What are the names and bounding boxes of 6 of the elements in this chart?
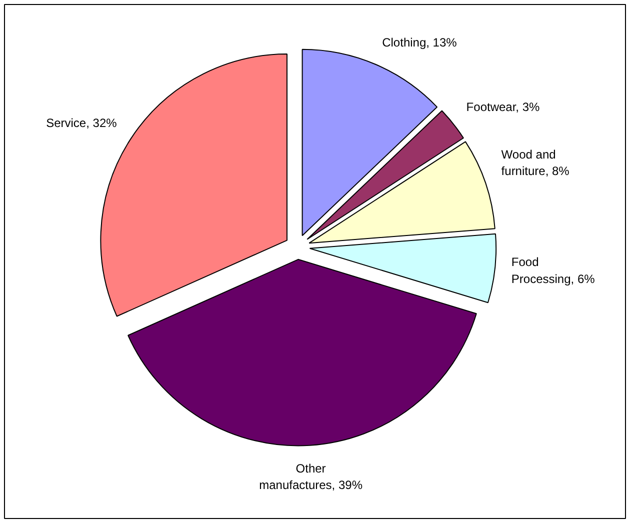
slice-label: Other manufactures, 39% <box>259 461 363 492</box>
slice-label: Food Processing, 6% <box>511 254 596 286</box>
slice-label: Footwear, 3% <box>466 100 540 114</box>
slice-label: Service, 32% <box>46 116 118 130</box>
slice-label: Clothing, 13% <box>382 36 458 50</box>
slice-label: Wood and furniture, 8% <box>501 147 570 178</box>
